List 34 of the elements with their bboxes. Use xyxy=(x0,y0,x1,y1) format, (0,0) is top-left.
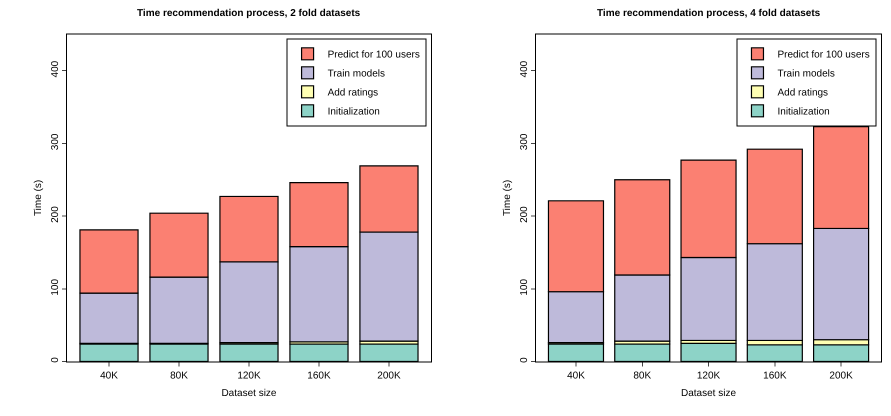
y-tick-label: 100 xyxy=(519,278,530,296)
x-tick-label: 200K xyxy=(829,370,854,382)
legend-label: Add ratings xyxy=(777,88,828,99)
x-tick-label: 40K xyxy=(567,370,586,382)
x-tick-label: 80K xyxy=(170,370,188,382)
legend-label: Train models xyxy=(328,68,386,80)
x-tick-label: 120K xyxy=(237,370,261,382)
legend-label: Predict for 100 users xyxy=(328,50,420,61)
y-tick-label: 400 xyxy=(519,60,530,78)
y-axis-title: Time (s) xyxy=(33,180,44,216)
x-tick-label: 120K xyxy=(696,370,721,382)
x-tick-label: 80K xyxy=(633,370,652,382)
legend-label: Add ratings xyxy=(328,88,378,99)
y-tick-label: 0 xyxy=(519,356,530,363)
y-axis-title: Time (s) xyxy=(502,180,514,216)
chart-title: Time recommendation process, 2 fold datasets xyxy=(137,8,361,19)
y-tick-label: 100 xyxy=(50,278,62,296)
legend-label: Initialization xyxy=(328,106,380,118)
y-tick-label: 400 xyxy=(50,60,62,78)
chart-title: Time recommendation process, 4 fold datasets xyxy=(597,8,821,19)
x-tick-label: 160K xyxy=(307,370,331,382)
y-tick-label: 200 xyxy=(519,206,530,223)
x-tick-label: 40K xyxy=(100,370,118,382)
y-tick-label: 0 xyxy=(50,356,62,363)
x-axis-title: Dataset size xyxy=(681,388,736,400)
legend-label: Predict for 100 users xyxy=(777,50,870,61)
y-tick-label: 200 xyxy=(50,206,62,223)
y-tick-label: 300 xyxy=(519,133,530,150)
x-tick-label: 200K xyxy=(377,370,401,382)
x-tick-label: 160K xyxy=(763,370,787,382)
y-tick-label: 300 xyxy=(50,133,62,150)
legend-label: Train models xyxy=(777,68,835,80)
legend-label: Initialization xyxy=(777,106,830,118)
x-axis-title: Dataset size xyxy=(221,388,277,400)
